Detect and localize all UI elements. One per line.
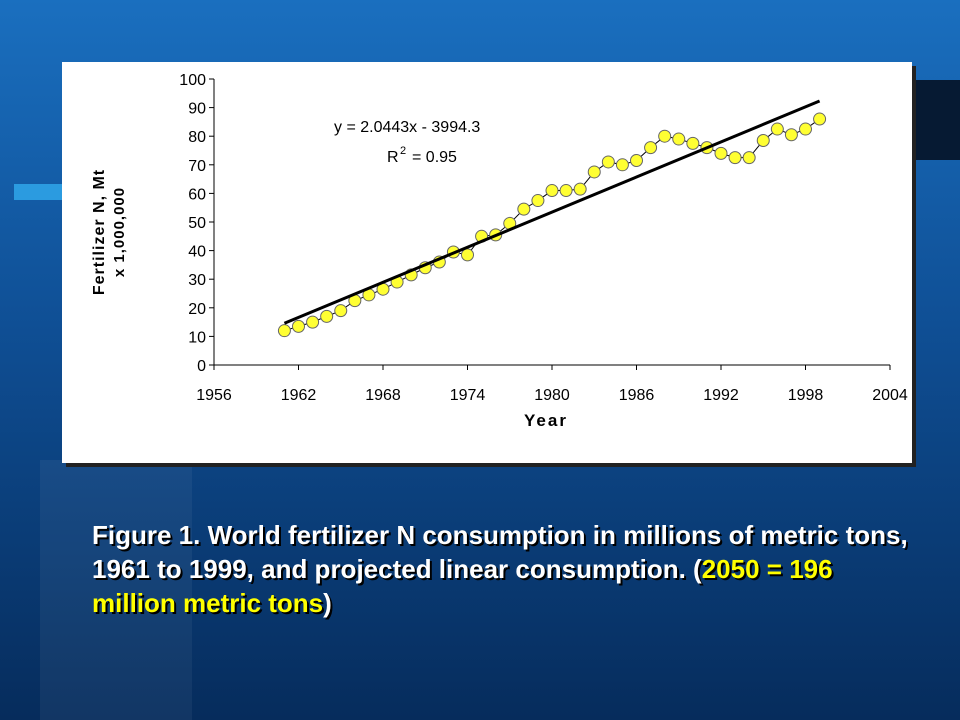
accent-bar: [14, 184, 62, 200]
equation: y = 2.0443x - 3994.3: [334, 119, 480, 136]
caption-text: ): [323, 588, 332, 618]
point: [658, 129, 672, 143]
x-tick-label: 1974: [450, 387, 486, 404]
line: [283, 99, 821, 325]
point: [615, 158, 629, 172]
y-tick-label: 70: [188, 158, 206, 175]
point: [672, 132, 686, 146]
y-axis-label: x 1,000,000: [111, 187, 128, 277]
caption-text: Figure 1. World fertilizer N consumption…: [92, 520, 908, 584]
point: [742, 151, 756, 165]
y-tick-label: 0: [197, 358, 206, 375]
left-strip: [40, 460, 192, 720]
chart: Year Fertilizer N, Mt x 1,000,000 y = 2.…: [91, 72, 908, 430]
caption-text: 2050 = 196 million metric tons: [92, 554, 833, 618]
y-tick-label: 90: [188, 101, 206, 118]
point: [813, 112, 827, 126]
y-axis-label: Fertilizer N, Mt: [91, 169, 108, 295]
r2-value: = 0.95: [412, 149, 457, 166]
point: [601, 155, 615, 169]
x-axis-label: Year: [524, 411, 568, 430]
point: [292, 319, 305, 333]
y-tick-label: 100: [179, 72, 206, 89]
x-tick-label: 1980: [534, 387, 570, 404]
point: [306, 315, 320, 329]
y-tick-label: 60: [188, 186, 206, 203]
point: [784, 128, 798, 142]
point: [277, 324, 291, 338]
point: [545, 184, 559, 198]
y-tick-label: 20: [188, 301, 206, 318]
x-tick-label: 1956: [196, 387, 232, 404]
accent-block: [912, 80, 960, 160]
x-tick-label: 1968: [365, 387, 401, 404]
point: [573, 182, 587, 196]
y-tick-label: 10: [188, 329, 206, 346]
x-tick-label: 1986: [619, 387, 655, 404]
point: [559, 184, 573, 198]
point: [531, 194, 545, 208]
point: [334, 304, 348, 318]
caption: Figure 1. World fertilizer N consumption…: [92, 518, 912, 620]
r2-sup: 2: [400, 145, 406, 157]
point: [587, 165, 601, 179]
point: [517, 202, 531, 216]
point: [644, 141, 658, 155]
point: [630, 154, 643, 168]
point: [461, 248, 474, 262]
chart-panel: Year Fertilizer N, Mt x 1,000,000 y = 2.…: [62, 62, 912, 463]
point: [714, 146, 728, 160]
y-tick-label: 80: [188, 129, 206, 146]
point: [320, 309, 334, 323]
point: [770, 122, 784, 136]
y-tick-label: 50: [188, 215, 206, 232]
y-tick-label: 30: [188, 272, 206, 289]
x-tick-label: 1998: [788, 387, 824, 404]
x-tick-label: 2004: [872, 387, 908, 404]
point: [756, 133, 770, 147]
x-tick-label: 1992: [703, 387, 739, 404]
point: [686, 136, 700, 150]
x-tick-label: 1962: [281, 387, 317, 404]
r2-symbol: R: [387, 149, 399, 166]
y-tick-label: 40: [188, 244, 206, 261]
point: [728, 151, 742, 165]
point: [799, 122, 812, 136]
